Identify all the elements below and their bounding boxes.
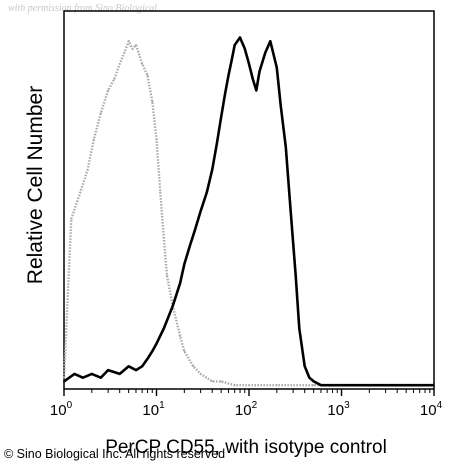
data-point	[131, 47, 134, 50]
data-point	[248, 63, 250, 65]
data-point	[194, 229, 196, 232]
data-point	[433, 384, 435, 387]
data-point	[162, 236, 165, 239]
data-point	[312, 384, 315, 387]
series-layer	[62, 36, 435, 387]
data-point	[141, 365, 144, 368]
data-point	[155, 138, 158, 141]
data-point	[146, 74, 149, 77]
data-point	[205, 191, 208, 194]
data-point	[248, 384, 250, 387]
data-point	[166, 274, 168, 277]
data-point	[113, 78, 116, 80]
data-point	[269, 40, 272, 43]
copyright-text: © Sino Biological Inc. All rights reserv…	[4, 447, 226, 461]
data-point	[211, 380, 214, 383]
data-point	[179, 282, 182, 285]
x-tick-label: 100	[50, 400, 73, 419]
data-point	[155, 342, 158, 345]
data-point	[151, 350, 154, 353]
y-axis-label: Relative Cell Number	[24, 85, 47, 285]
data-point	[312, 380, 315, 383]
x-tick-label: 102	[235, 400, 258, 419]
data-point	[82, 376, 84, 379]
data-point	[179, 335, 182, 337]
x-tick-label: 104	[420, 400, 443, 419]
data-point	[251, 78, 254, 80]
data-point	[146, 357, 149, 360]
data-point	[303, 365, 306, 368]
data-point	[90, 373, 93, 375]
data-point	[141, 63, 144, 65]
data-point	[99, 376, 102, 379]
data-point	[220, 380, 223, 383]
data-point	[275, 66, 278, 69]
data-point	[255, 89, 258, 92]
data-point	[224, 93, 226, 96]
data-point	[264, 51, 267, 54]
data-point	[298, 327, 301, 330]
data-point	[151, 100, 154, 103]
data-point	[159, 191, 162, 194]
data-point	[405, 384, 408, 387]
data-point	[227, 74, 230, 77]
data-point	[230, 59, 233, 61]
series-line	[63, 36, 434, 387]
x-axis-ticks: 100 101 102 103 104	[50, 389, 443, 419]
data-point	[233, 384, 236, 387]
data-point	[118, 373, 121, 375]
data-point	[171, 304, 174, 307]
data-point	[107, 369, 109, 371]
data-point	[162, 327, 165, 330]
isotype-control-series	[62, 40, 435, 387]
data-point	[192, 365, 195, 368]
data-point	[279, 104, 282, 107]
data-point	[331, 384, 334, 387]
data-point	[63, 376, 65, 379]
data-point	[216, 142, 218, 145]
data-point	[320, 384, 322, 387]
data-point	[183, 263, 186, 266]
data-point	[107, 89, 109, 92]
data-point	[340, 384, 343, 387]
data-point	[127, 365, 130, 368]
data-point	[135, 369, 137, 371]
data-point	[199, 373, 202, 375]
data-point	[123, 51, 126, 54]
data-point	[183, 350, 186, 353]
data-point	[92, 138, 95, 141]
data-point	[258, 70, 261, 73]
data-point	[127, 40, 130, 43]
data-point	[289, 206, 292, 209]
series-line	[62, 40, 434, 387]
data-point	[233, 44, 236, 46]
data-point	[73, 373, 76, 375]
data-point	[70, 218, 73, 220]
data-point	[189, 244, 191, 247]
data-point	[243, 47, 246, 50]
data-point	[239, 36, 241, 39]
data-point	[79, 191, 82, 194]
percp-cd55-series	[63, 36, 435, 387]
x-axis-label: PerCP CD55, with isotype control	[105, 437, 387, 458]
data-point	[118, 63, 121, 65]
data-point	[368, 384, 371, 387]
data-point	[308, 376, 311, 379]
data-point	[294, 274, 297, 277]
watermark-text: with permission from Sino Biological	[8, 3, 158, 14]
data-point	[199, 210, 202, 213]
data-point	[99, 112, 102, 114]
data-point	[211, 168, 214, 171]
x-tick-label: 103	[327, 400, 350, 419]
x-tick-label: 101	[142, 400, 165, 419]
data-point	[86, 168, 89, 171]
data-point	[135, 44, 137, 46]
data-point	[284, 146, 287, 149]
data-point	[220, 115, 223, 118]
data-point	[63, 380, 65, 383]
data-point	[275, 384, 278, 387]
